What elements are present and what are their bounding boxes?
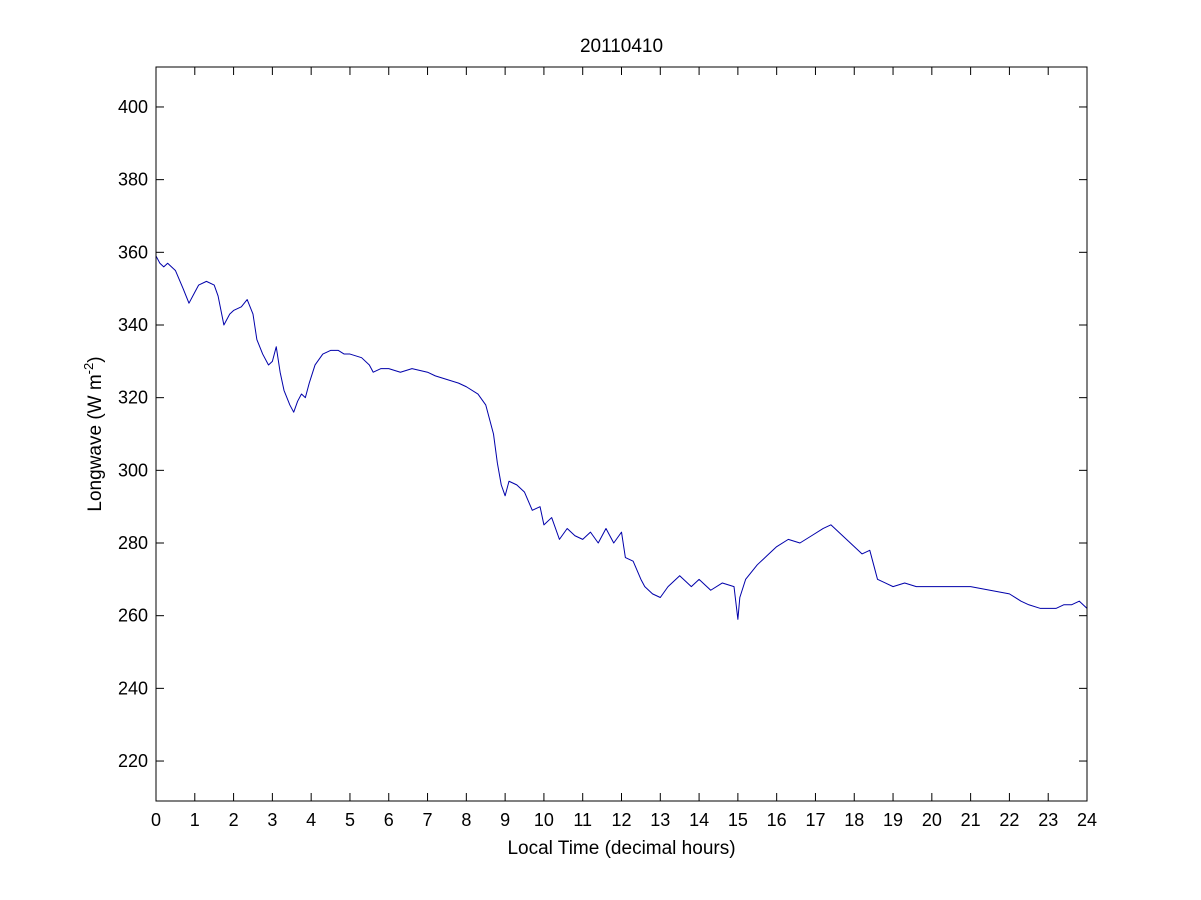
x-tick-label: 17 bbox=[805, 810, 825, 830]
y-axis-label: Longwave (W m-2) bbox=[81, 356, 106, 511]
y-tick-label: 360 bbox=[118, 242, 148, 262]
x-tick-label: 0 bbox=[151, 810, 161, 830]
y-tick-label: 240 bbox=[118, 678, 148, 698]
x-tick-label: 6 bbox=[384, 810, 394, 830]
series-line bbox=[155, 255, 1088, 620]
y-tick-label: 280 bbox=[118, 533, 148, 553]
x-tick-label: 15 bbox=[728, 810, 748, 830]
x-tick-label: 20 bbox=[922, 810, 942, 830]
x-tick-label: 19 bbox=[883, 810, 903, 830]
x-tick-label: 4 bbox=[306, 810, 316, 830]
y-tick-label: 260 bbox=[118, 606, 148, 626]
x-axis-label: Local Time (decimal hours) bbox=[507, 838, 735, 859]
y-tick-label: 380 bbox=[118, 170, 148, 190]
x-tick-label: 22 bbox=[999, 810, 1019, 830]
y-tick-label: 340 bbox=[118, 315, 148, 335]
x-tick-label: 14 bbox=[689, 810, 709, 830]
x-tick-label: 11 bbox=[573, 810, 592, 830]
y-tick-label: 300 bbox=[118, 460, 148, 480]
x-tick-label: 12 bbox=[611, 810, 631, 830]
x-tick-label: 13 bbox=[650, 810, 670, 830]
y-tick-label: 220 bbox=[118, 751, 148, 771]
y-tick-label: 320 bbox=[118, 388, 148, 408]
y-axis-label-main: Longwave (W m bbox=[85, 374, 106, 511]
x-tick-label: 16 bbox=[767, 810, 787, 830]
x-tick-label: 5 bbox=[345, 810, 355, 830]
x-tick-label: 2 bbox=[229, 810, 239, 830]
plot-area bbox=[156, 67, 1087, 801]
y-tick-label: 400 bbox=[118, 97, 148, 117]
y-axis-label-exponent: -2 bbox=[81, 363, 96, 375]
x-tick-label: 7 bbox=[423, 810, 433, 830]
x-tick-label: 9 bbox=[500, 810, 510, 830]
x-tick-label: 3 bbox=[267, 810, 277, 830]
y-axis-label-close: ) bbox=[85, 356, 106, 362]
x-tick-label: 24 bbox=[1077, 810, 1097, 830]
x-tick-label: 8 bbox=[461, 810, 471, 830]
chart-title: 20110410 bbox=[580, 36, 663, 57]
plot-frame bbox=[155, 66, 1088, 802]
x-tick-label: 10 bbox=[534, 810, 554, 830]
x-tick-label: 23 bbox=[1038, 810, 1058, 830]
x-tick-label: 1 bbox=[190, 810, 200, 830]
x-tick-label: 21 bbox=[961, 810, 981, 830]
x-tick-label: 18 bbox=[844, 810, 864, 830]
